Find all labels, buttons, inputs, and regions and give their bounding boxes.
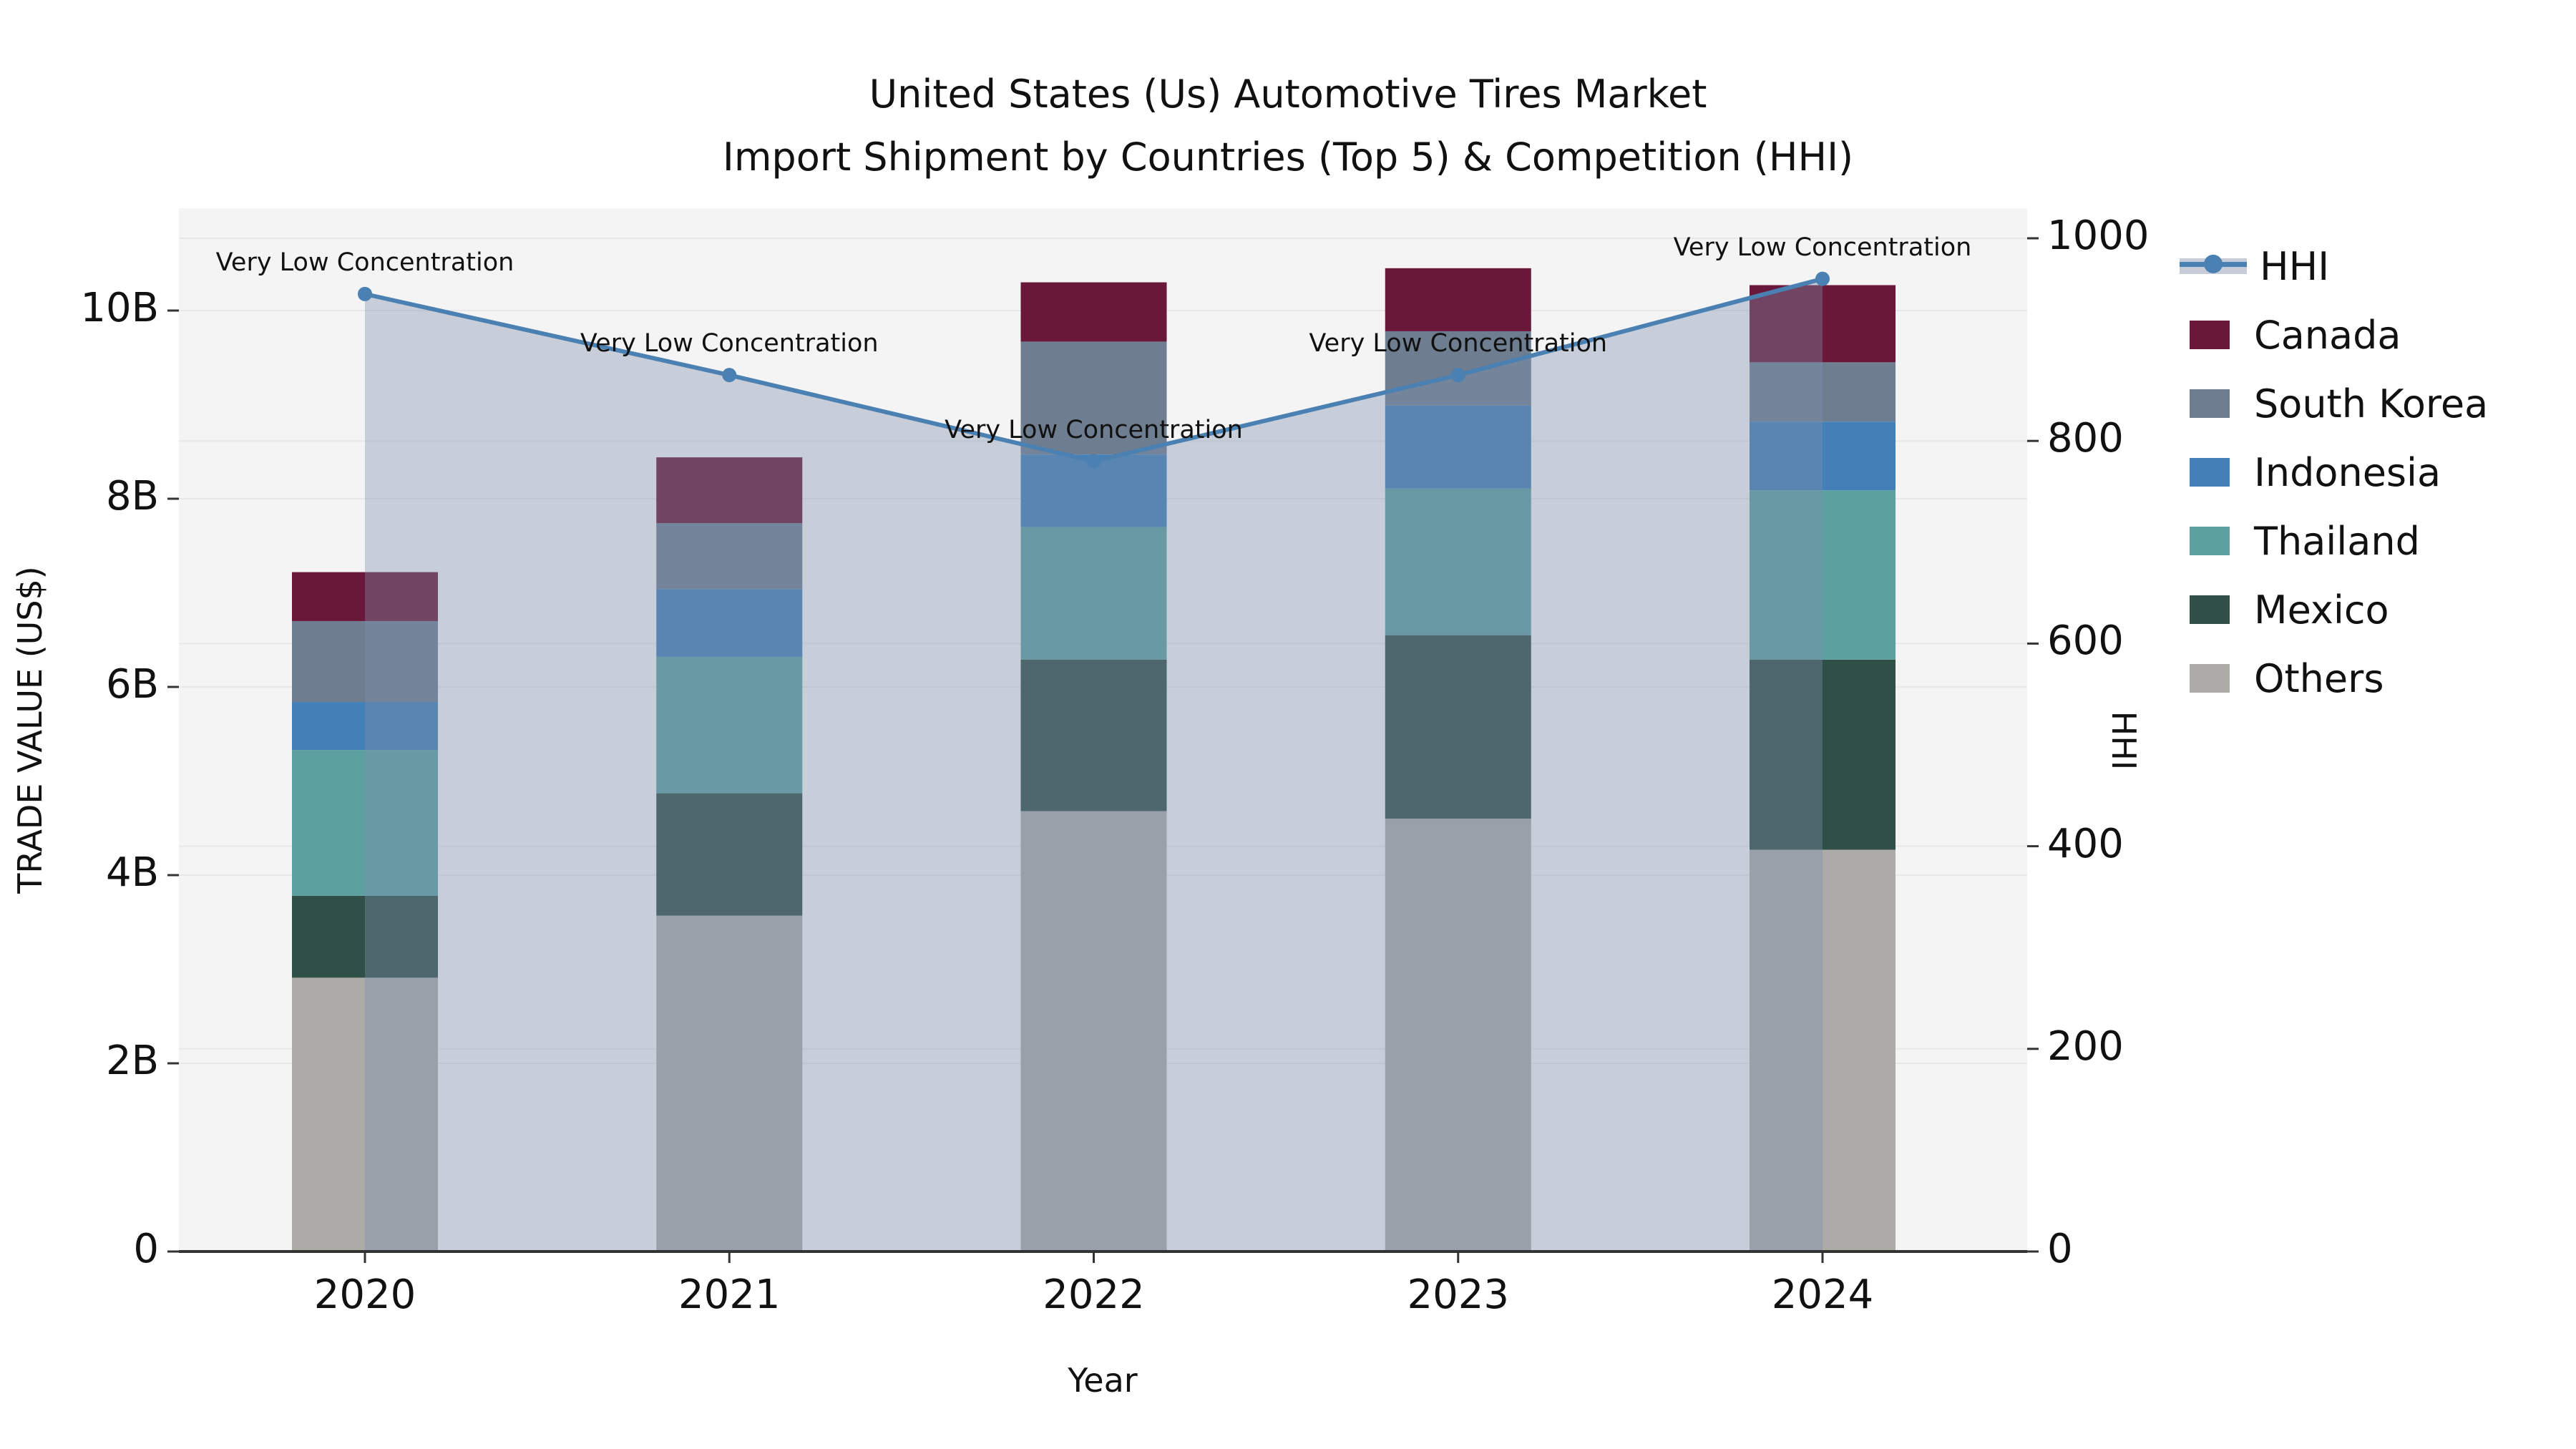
bar-segment-indonesia <box>292 702 438 751</box>
x-tick-year: 2023 <box>1407 1272 1510 1318</box>
hhi-annotation: Very Low Concentration <box>1309 329 1608 358</box>
legend-item-mexico: Mexico <box>2190 575 2575 644</box>
legend-label: Others <box>2254 655 2384 701</box>
hhi-area-fill <box>365 278 1823 1252</box>
legend-label: Indonesia <box>2254 449 2441 495</box>
x-tick-year: 2020 <box>313 1272 416 1318</box>
hhi-marker <box>1086 454 1101 469</box>
legend: HHI Canada South Korea Indonesia Thailan… <box>2180 232 2575 713</box>
hhi-marker <box>1815 271 1830 286</box>
hhi-annotation: Very Low Concentration <box>580 329 879 358</box>
bar-segment-south-korea <box>656 523 803 590</box>
hhi-annotation: Very Low Concentration <box>215 248 514 277</box>
legend-item-indonesia: Indonesia <box>2190 438 2575 507</box>
hhi-annotation: Very Low Concentration <box>1673 233 1972 262</box>
y-tick-right: 400 <box>2047 820 2124 867</box>
bar-segment-indonesia <box>1750 421 1896 491</box>
hhi-marker-dot <box>2204 254 2223 273</box>
bar-segment-thailand <box>1020 527 1167 660</box>
x-axis-title: Year <box>1068 1361 1138 1400</box>
bar-segment-thailand <box>1750 490 1896 660</box>
legend-item-thailand: Thailand <box>2190 507 2575 575</box>
x-tick-year: 2021 <box>678 1272 781 1318</box>
bar-segment-canada <box>1750 285 1896 363</box>
bar-segment-canada <box>1020 282 1167 342</box>
bar-segment-others <box>1750 849 1896 1252</box>
y-tick-left: 8B <box>105 473 159 519</box>
hhi-annotation: Very Low Concentration <box>945 415 1243 444</box>
legend-item-canada: Canada <box>2190 301 2575 369</box>
bar-segment-others <box>1385 819 1531 1252</box>
bar-segment-others <box>656 915 803 1252</box>
bar-segment-thailand <box>1385 488 1531 635</box>
bar-segment-canada <box>1385 268 1531 331</box>
legend-label: Mexico <box>2254 587 2389 633</box>
y-tick-right: 0 <box>2047 1226 2073 1272</box>
bar-segment-canada <box>292 572 438 621</box>
x-tick-year: 2024 <box>1771 1272 1874 1318</box>
y-tick-right: 600 <box>2047 618 2124 665</box>
south-korea-swatch-icon <box>2190 389 2230 418</box>
bar-segment-others <box>1020 811 1167 1252</box>
legend-item-hhi: HHI <box>2180 232 2575 301</box>
legend-label: Canada <box>2254 312 2401 358</box>
x-tick-year: 2022 <box>1043 1272 1145 1318</box>
y-tick-right: 1000 <box>2047 213 2150 259</box>
bar-segment-mexico <box>292 895 438 978</box>
canada-swatch-icon <box>2190 321 2230 349</box>
y-axis-title-left: TRADE VALUE (US$) <box>11 566 49 894</box>
bar-segment-south-korea <box>1020 341 1167 455</box>
chart-title-line1: United States (Us) Automotive Tires Mark… <box>869 72 1707 117</box>
y-tick-left: 0 <box>133 1226 159 1272</box>
legend-item-others: Others <box>2190 644 2575 713</box>
mexico-swatch-icon <box>2190 595 2230 624</box>
bar-segment-south-korea <box>1750 362 1896 422</box>
hhi-marker <box>1450 368 1465 383</box>
y-tick-left: 2B <box>105 1038 159 1084</box>
bar-segment-canada <box>656 457 803 524</box>
legend-item-south-korea: South Korea <box>2190 369 2575 438</box>
bar-segment-indonesia <box>656 589 803 657</box>
others-swatch-icon <box>2190 664 2230 693</box>
y-tick-left: 4B <box>105 849 159 896</box>
thailand-swatch-icon <box>2190 527 2230 555</box>
bar-segment-mexico <box>1020 659 1167 811</box>
legend-label: HHI <box>2260 243 2330 289</box>
bar-segment-thailand <box>292 750 438 896</box>
y-tick-left: 6B <box>105 661 159 708</box>
chart-title-line2: Import Shipment by Countries (Top 5) & C… <box>722 135 1854 180</box>
bar-segment-south-korea <box>292 620 438 703</box>
y-tick-left: 10B <box>80 285 159 331</box>
hhi-line-swatch-icon <box>2180 254 2247 274</box>
y-axis-title-right: HHI <box>2104 711 2143 771</box>
hhi-marker <box>722 368 737 383</box>
legend-label: South Korea <box>2254 381 2489 426</box>
bar-segment-mexico <box>656 793 803 916</box>
bar-segment-others <box>292 977 438 1252</box>
y-tick-right: 200 <box>2047 1023 2124 1070</box>
bar-segment-mexico <box>1750 659 1896 850</box>
bar-segment-indonesia <box>1385 405 1531 489</box>
bar-segment-mexico <box>1385 635 1531 819</box>
y-tick-right: 800 <box>2047 415 2124 462</box>
bar-segment-thailand <box>656 656 803 794</box>
legend-label: Thailand <box>2254 518 2420 564</box>
indonesia-swatch-icon <box>2190 458 2230 487</box>
hhi-marker <box>358 286 372 301</box>
